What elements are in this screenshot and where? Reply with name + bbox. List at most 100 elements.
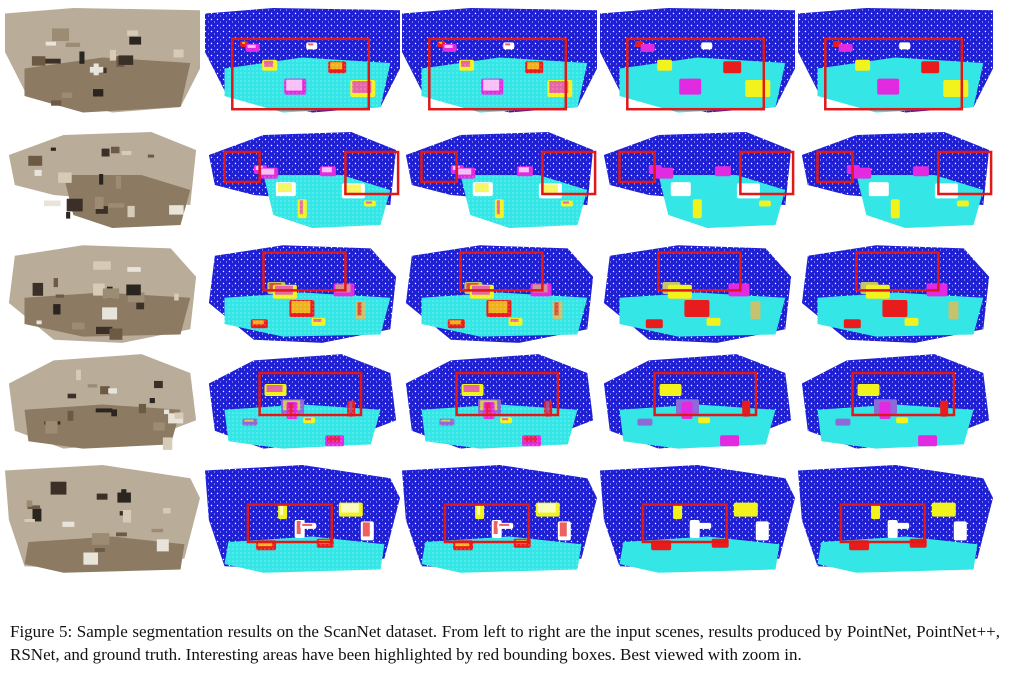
object-segment	[701, 42, 713, 50]
highlight-bounding-box	[618, 150, 656, 184]
object-segment	[868, 182, 889, 197]
object-segment	[943, 80, 969, 97]
mislabeled-points	[493, 521, 498, 534]
result-row-5	[5, 465, 993, 573]
scene-object	[174, 412, 184, 419]
ground-truth-cell	[798, 8, 993, 113]
input-scene-floor	[24, 404, 181, 449]
object-segment	[887, 520, 898, 538]
scene-object	[119, 511, 125, 516]
object-segment	[657, 59, 673, 71]
highlight-bounding-box	[459, 251, 544, 292]
input-scene-cell	[8, 245, 197, 343]
floor-segment	[619, 57, 786, 113]
scene-object	[94, 548, 105, 552]
object-segment	[745, 80, 771, 97]
mislabeled-points	[546, 401, 550, 413]
highlight-bounding-box	[262, 251, 347, 292]
pointnet++-cell	[405, 245, 594, 343]
scene-object	[87, 384, 98, 388]
scene-object	[101, 148, 110, 157]
point-noise	[460, 175, 588, 228]
point-noise	[224, 536, 385, 573]
scene-object	[173, 49, 184, 58]
input-scene-cell	[8, 354, 197, 450]
scene-object	[36, 320, 42, 325]
object-segment	[857, 384, 880, 396]
highlight-bounding-box	[937, 150, 993, 196]
object-segment	[956, 200, 969, 207]
object-segment	[720, 435, 740, 447]
scene-object	[61, 92, 73, 98]
mislabeled-points	[499, 523, 510, 526]
scene-object	[154, 380, 163, 389]
object-segment	[695, 522, 712, 529]
highlight-bounding-box	[851, 371, 956, 417]
scene-object	[95, 408, 113, 413]
highlight-bounding-box	[541, 150, 597, 196]
mislabeled-points	[247, 44, 256, 48]
scene-object	[76, 369, 81, 381]
mislabeled-points	[439, 42, 443, 44]
scene-object	[67, 410, 74, 421]
scene-object	[156, 539, 169, 552]
result-row-4	[8, 354, 990, 450]
mislabeled-points	[266, 385, 283, 392]
figure-caption: Figure 5: Sample segmentation results on…	[10, 622, 1000, 664]
scene-object	[108, 203, 125, 208]
mislabeled-points	[477, 505, 481, 516]
input-scene-floor	[24, 536, 185, 573]
scene-object	[136, 302, 145, 310]
point-noise	[224, 57, 391, 113]
segmentation-grid	[5, 8, 993, 573]
scene-object	[117, 492, 131, 503]
object-segment	[673, 504, 683, 520]
rsnet-cell	[603, 245, 792, 343]
scene-object	[127, 30, 139, 36]
scene-object	[83, 552, 98, 565]
scene-object	[99, 174, 104, 185]
object-segment	[689, 520, 700, 538]
object-segment	[879, 402, 891, 419]
highlight-bounding-box	[626, 37, 766, 111]
object-segment	[645, 319, 663, 329]
pointnet++-cell	[402, 8, 597, 113]
pointnet-cell	[205, 465, 400, 573]
object-segment	[899, 42, 911, 50]
pointnet-cell	[205, 8, 400, 113]
scene-object	[92, 533, 110, 545]
object-segment	[755, 521, 769, 541]
scene-object	[34, 169, 42, 176]
scene-object	[111, 146, 120, 154]
object-segment	[953, 521, 967, 541]
scene-object	[96, 493, 108, 500]
scene-object	[65, 42, 81, 47]
object-segment	[733, 502, 758, 517]
ground-truth-cell	[801, 245, 990, 343]
object-segment	[640, 43, 655, 52]
result-row-1	[5, 8, 993, 113]
mislabeled-points	[362, 522, 370, 537]
pointnet-cell	[208, 132, 400, 228]
object-segment	[750, 301, 761, 320]
scene-object	[102, 307, 118, 320]
mislabeled-points	[458, 168, 472, 175]
mislabeled-points	[444, 44, 453, 48]
highlight-bounding-box	[657, 251, 742, 292]
scene-object	[108, 388, 117, 394]
input-scene-cell	[8, 132, 197, 228]
object-segment	[838, 43, 853, 52]
rsnet-cell	[600, 465, 795, 573]
scene-object	[53, 278, 58, 288]
object-segment	[940, 400, 949, 417]
scene-object	[111, 409, 117, 417]
scene-object	[94, 196, 104, 209]
object-segment	[706, 317, 721, 326]
scene-object	[66, 198, 83, 212]
point-noise	[421, 292, 588, 337]
mislabeled-points	[559, 522, 567, 537]
scene-object	[51, 100, 62, 106]
scene-object	[28, 155, 43, 166]
scene-object	[55, 294, 65, 298]
object-segment	[931, 502, 956, 517]
